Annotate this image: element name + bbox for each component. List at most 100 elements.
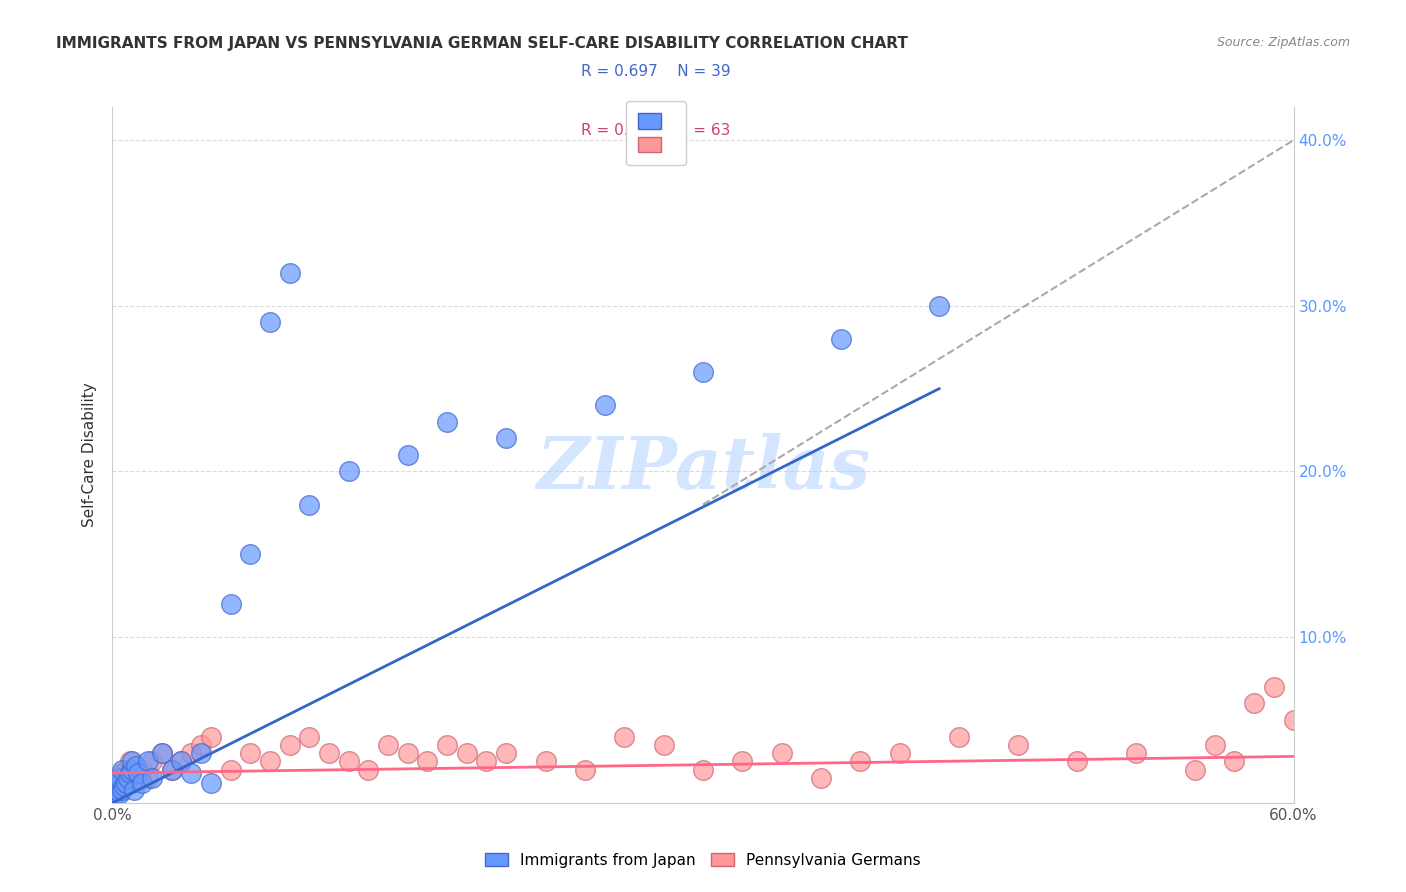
Legend: Immigrants from Japan, Pennsylvania Germans: Immigrants from Japan, Pennsylvania Germ… xyxy=(478,845,928,875)
Point xyxy=(593,398,616,412)
Point xyxy=(849,755,872,769)
Point xyxy=(1282,713,1305,727)
Point xyxy=(120,766,142,780)
Point xyxy=(1400,755,1406,769)
Point xyxy=(259,315,281,329)
Point xyxy=(652,738,675,752)
Text: R = 0.201    N = 63: R = 0.201 N = 63 xyxy=(581,123,731,138)
Point xyxy=(150,746,173,760)
Point xyxy=(190,746,212,760)
Point xyxy=(416,755,439,769)
Point xyxy=(115,763,138,777)
Point xyxy=(111,782,134,797)
Point xyxy=(436,415,458,429)
Point xyxy=(160,763,183,777)
Point xyxy=(495,431,517,445)
Point xyxy=(110,776,132,790)
Point xyxy=(830,332,852,346)
Point xyxy=(613,730,636,744)
Point xyxy=(298,730,321,744)
Point xyxy=(1204,738,1226,752)
Point xyxy=(111,763,134,777)
Point xyxy=(219,597,242,611)
Y-axis label: Self-Care Disability: Self-Care Disability xyxy=(82,383,97,527)
Point xyxy=(136,771,159,785)
Point xyxy=(278,266,301,280)
Point xyxy=(239,547,262,561)
Point xyxy=(337,755,360,769)
Point xyxy=(436,738,458,752)
Point xyxy=(121,776,143,790)
Point xyxy=(117,771,139,785)
Point xyxy=(1361,746,1384,760)
Point xyxy=(103,779,125,793)
Point xyxy=(1341,763,1364,777)
Point xyxy=(121,755,143,769)
Point xyxy=(1223,755,1246,769)
Point xyxy=(107,776,129,790)
Point xyxy=(127,766,149,780)
Point xyxy=(170,755,193,769)
Point xyxy=(770,746,793,760)
Point xyxy=(1125,746,1147,760)
Point xyxy=(125,766,148,780)
Point xyxy=(948,730,970,744)
Point xyxy=(692,763,714,777)
Point xyxy=(259,755,281,769)
Point xyxy=(107,779,129,793)
Point xyxy=(110,786,132,800)
Point xyxy=(731,755,754,769)
Point xyxy=(150,746,173,760)
Point xyxy=(1066,755,1088,769)
Text: Source: ZipAtlas.com: Source: ZipAtlas.com xyxy=(1216,36,1350,49)
Point xyxy=(112,779,135,793)
Point xyxy=(318,746,340,760)
Point xyxy=(112,779,135,793)
Point xyxy=(111,766,134,780)
Point xyxy=(120,755,142,769)
Point xyxy=(136,755,159,769)
Point xyxy=(1007,738,1029,752)
Text: IMMIGRANTS FROM JAPAN VS PENNSYLVANIA GERMAN SELF-CARE DISABILITY CORRELATION CH: IMMIGRANTS FROM JAPAN VS PENNSYLVANIA GE… xyxy=(56,36,908,51)
Point xyxy=(180,766,202,780)
Point xyxy=(107,782,129,797)
Point xyxy=(396,448,419,462)
Point xyxy=(190,738,212,752)
Point xyxy=(180,746,202,760)
Point xyxy=(122,782,145,797)
Point xyxy=(1243,697,1265,711)
Point xyxy=(495,746,517,760)
Point xyxy=(889,746,911,760)
Point xyxy=(574,763,596,777)
Point xyxy=(141,771,163,785)
Point xyxy=(110,771,132,785)
Point xyxy=(103,788,125,802)
Point xyxy=(377,738,399,752)
Point xyxy=(810,771,832,785)
Point xyxy=(219,763,242,777)
Point xyxy=(160,763,183,777)
Point xyxy=(170,755,193,769)
Point xyxy=(692,365,714,379)
Point xyxy=(117,771,139,785)
Text: R = 0.697    N = 39: R = 0.697 N = 39 xyxy=(581,64,731,79)
Point xyxy=(125,759,148,773)
Point xyxy=(105,782,128,797)
Point xyxy=(239,746,262,760)
Point xyxy=(1381,738,1403,752)
Point xyxy=(105,771,128,785)
Point xyxy=(357,763,380,777)
Point xyxy=(115,776,138,790)
Point xyxy=(337,465,360,479)
Point xyxy=(396,746,419,760)
Point xyxy=(141,755,163,769)
Point xyxy=(475,755,498,769)
Point xyxy=(456,746,478,760)
Text: ZIPatlas: ZIPatlas xyxy=(536,434,870,504)
Point xyxy=(278,738,301,752)
Point xyxy=(1302,746,1324,760)
Point xyxy=(121,763,143,777)
Point xyxy=(928,299,950,313)
Point xyxy=(200,730,222,744)
Point xyxy=(1322,755,1344,769)
